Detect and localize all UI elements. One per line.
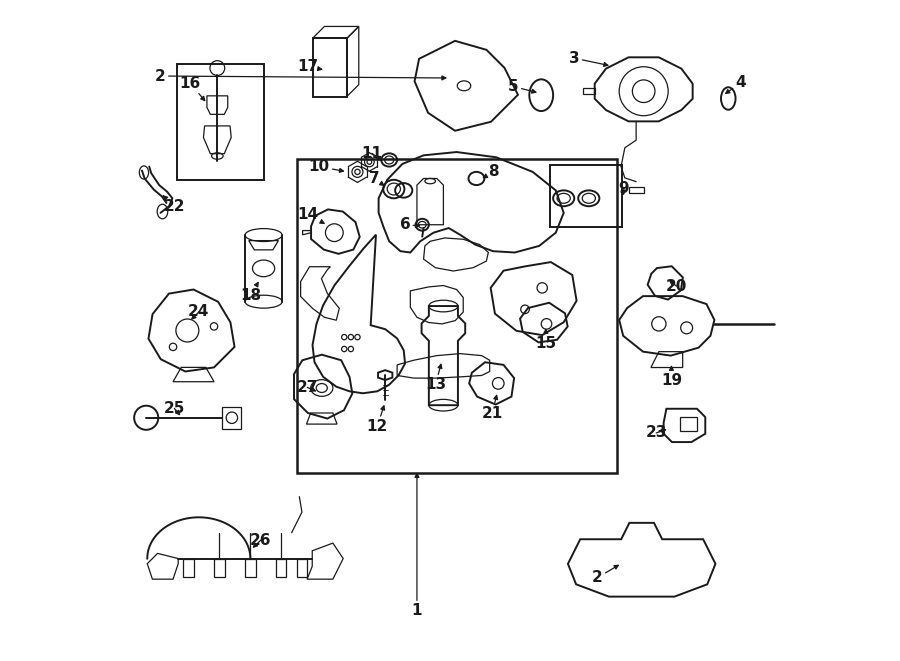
Text: 22: 22	[163, 196, 185, 214]
Text: 3: 3	[569, 51, 608, 66]
Text: 24: 24	[188, 305, 210, 319]
Bar	[297, 159, 617, 473]
Text: 1: 1	[411, 473, 422, 618]
Text: 2: 2	[592, 565, 618, 585]
Text: 6: 6	[400, 217, 419, 232]
Text: 4: 4	[725, 75, 746, 93]
Text: 8: 8	[483, 165, 499, 179]
Text: 9: 9	[618, 181, 629, 196]
Text: 7: 7	[369, 171, 383, 186]
Bar	[214, 559, 225, 576]
Text: 19: 19	[661, 366, 682, 387]
Text: 23: 23	[645, 426, 667, 440]
Text: 27: 27	[296, 380, 318, 395]
Bar	[184, 559, 194, 576]
Text: 18: 18	[239, 282, 261, 303]
Bar	[551, 165, 622, 227]
Text: 26: 26	[250, 533, 272, 547]
Text: 15: 15	[536, 329, 556, 350]
Bar	[628, 187, 644, 193]
Text: 25: 25	[164, 401, 185, 416]
Text: 11: 11	[362, 146, 382, 161]
Text: 12: 12	[366, 406, 388, 434]
Text: 2: 2	[155, 69, 446, 83]
Text: 17: 17	[297, 59, 322, 74]
Bar	[312, 38, 346, 97]
Text: 20: 20	[666, 279, 688, 293]
Bar	[276, 559, 286, 576]
Bar	[297, 559, 307, 576]
Text: 14: 14	[297, 207, 324, 223]
Text: 10: 10	[309, 159, 344, 174]
Text: 16: 16	[180, 76, 204, 100]
Text: 5: 5	[508, 79, 536, 94]
Bar	[177, 64, 265, 180]
Bar	[245, 559, 256, 576]
Text: 21: 21	[482, 395, 503, 420]
Text: 13: 13	[425, 364, 446, 392]
